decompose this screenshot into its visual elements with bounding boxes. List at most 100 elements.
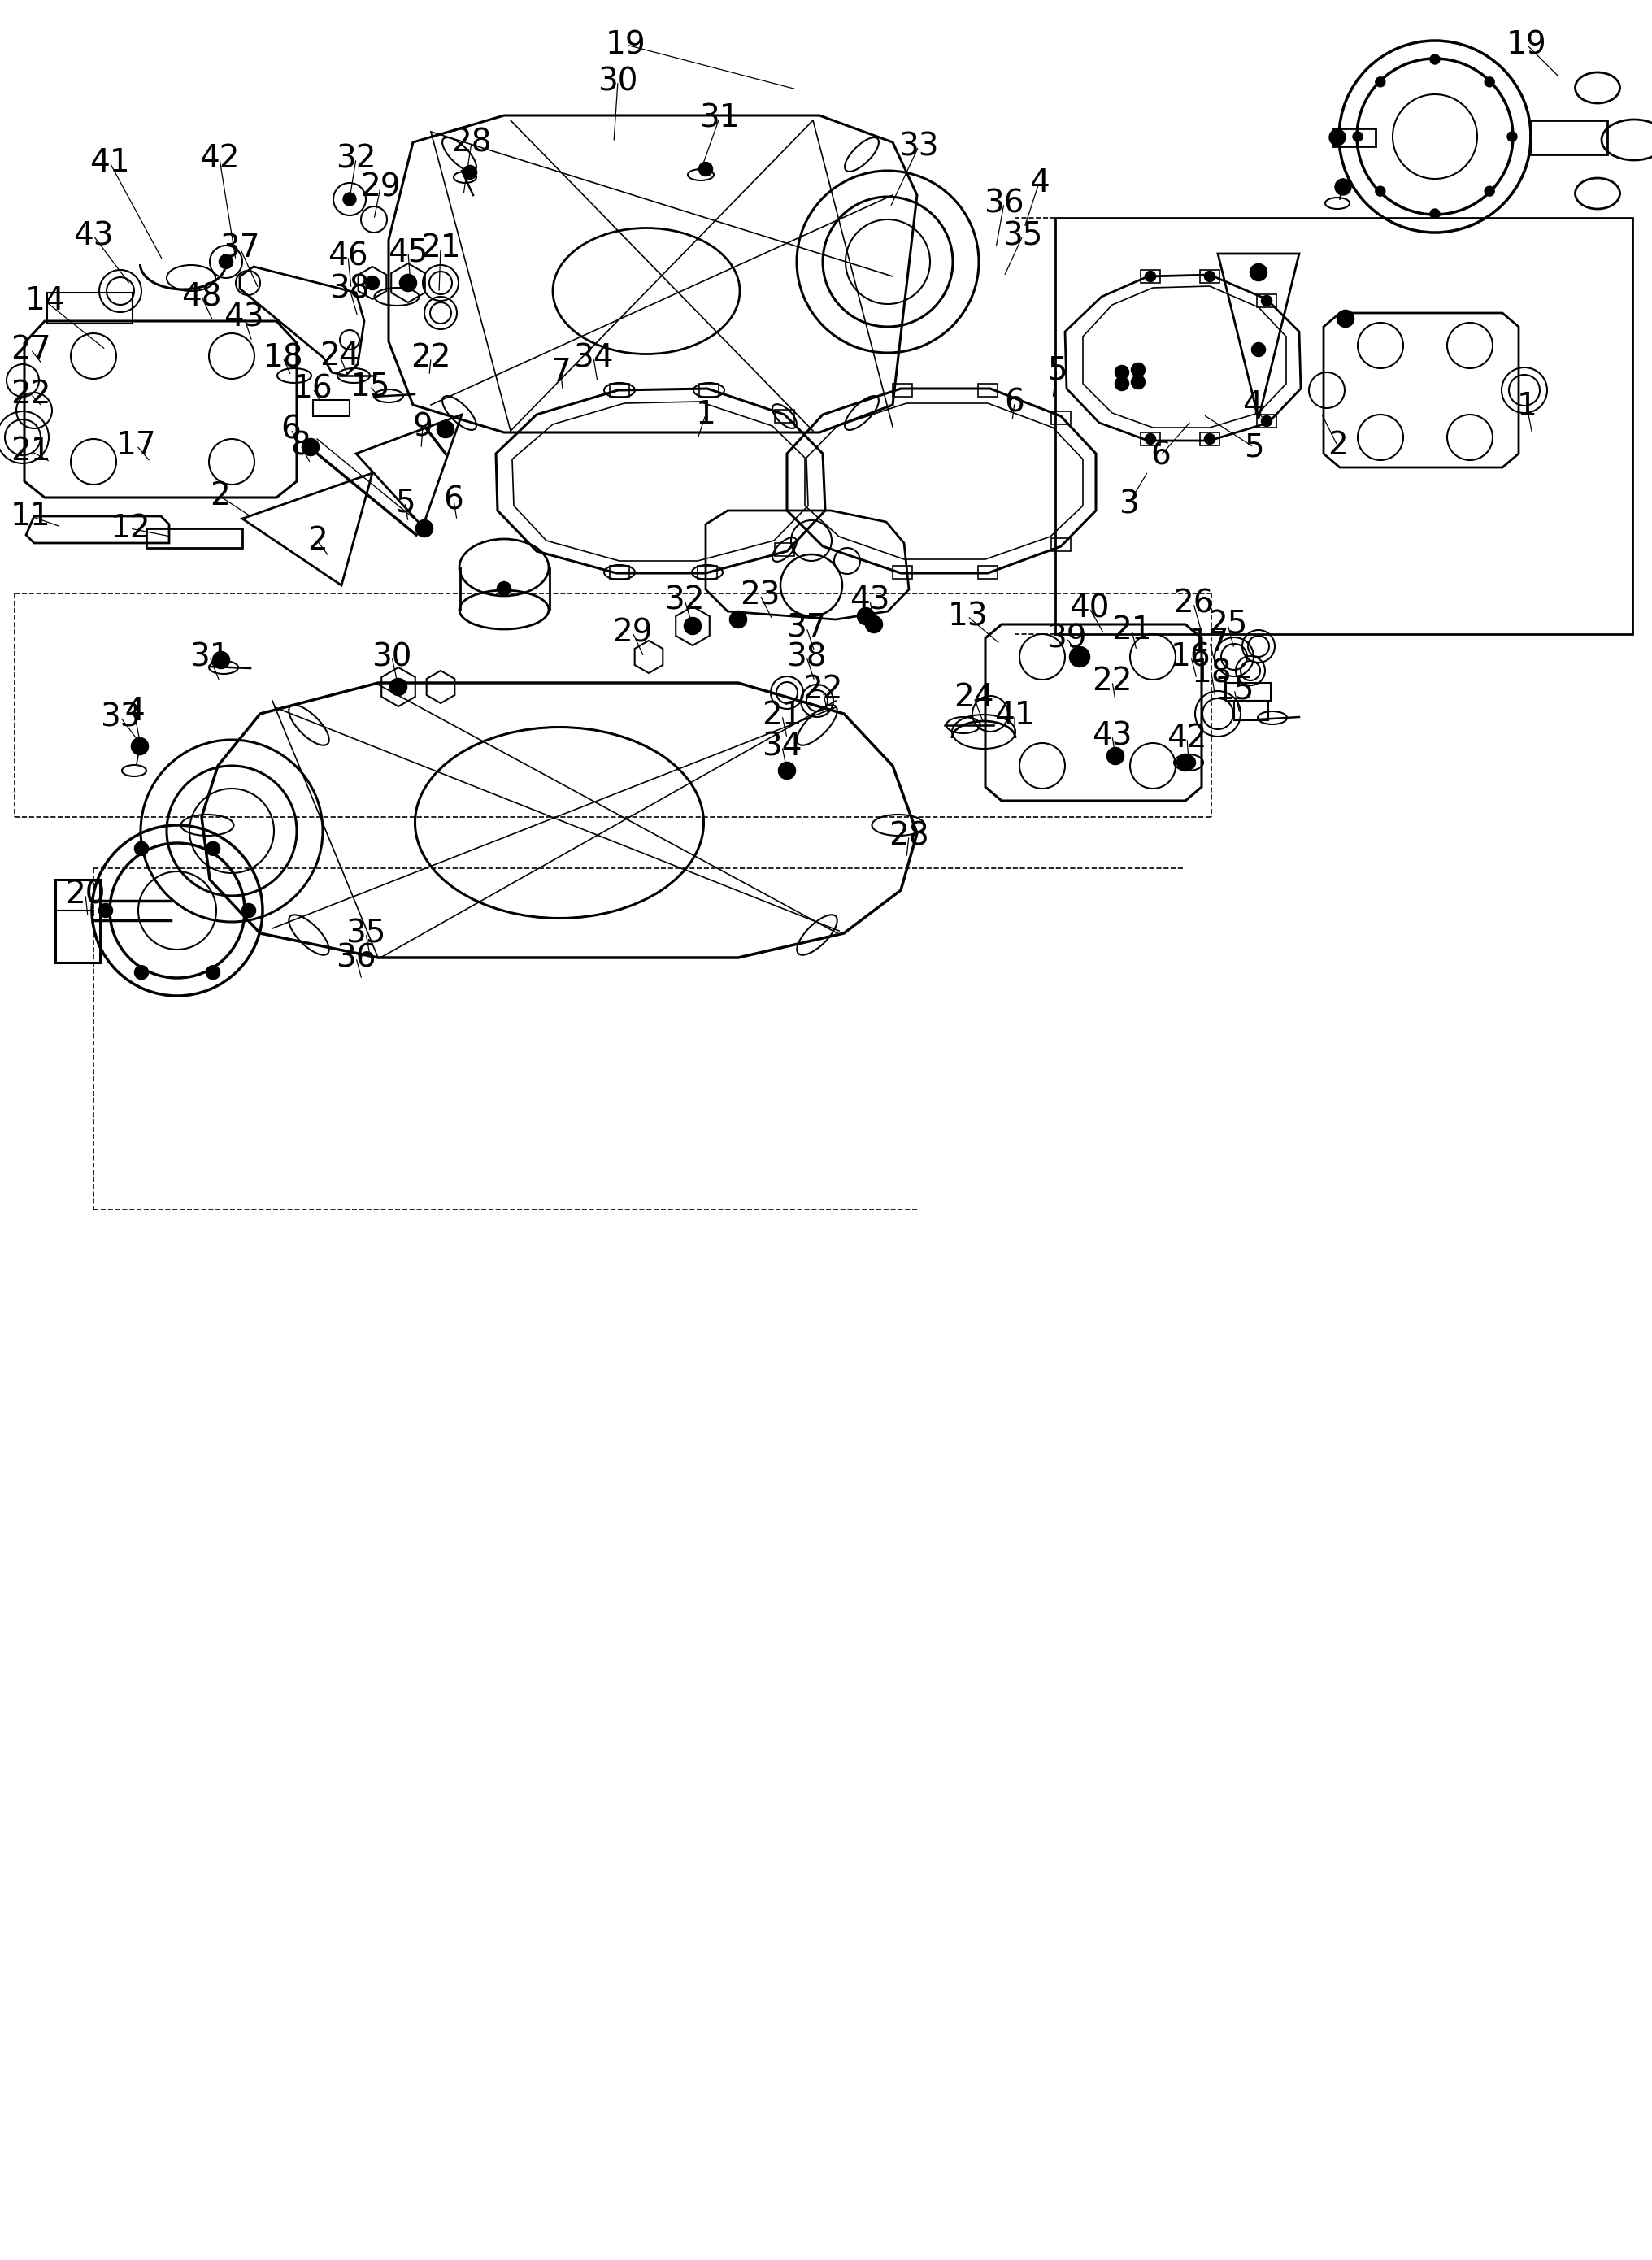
- Circle shape: [1338, 310, 1353, 328]
- Text: 31: 31: [699, 102, 740, 133]
- Circle shape: [344, 192, 357, 206]
- Bar: [1199, 269, 1219, 282]
- Text: 38: 38: [786, 642, 826, 671]
- Circle shape: [699, 163, 712, 176]
- Circle shape: [730, 612, 747, 628]
- Circle shape: [390, 678, 406, 696]
- Circle shape: [365, 276, 378, 289]
- Text: 30: 30: [372, 642, 411, 671]
- Bar: [610, 384, 629, 398]
- Text: 21: 21: [762, 701, 803, 730]
- Bar: [892, 384, 912, 398]
- Text: 29: 29: [360, 172, 401, 203]
- Circle shape: [302, 438, 319, 454]
- Circle shape: [1376, 185, 1384, 197]
- Bar: [978, 565, 998, 579]
- Circle shape: [1204, 434, 1214, 443]
- Bar: [1530, 120, 1607, 154]
- Text: 5: 5: [1244, 432, 1264, 463]
- Text: 31: 31: [190, 642, 230, 671]
- Text: 18: 18: [1191, 658, 1231, 689]
- Text: 21: 21: [10, 436, 51, 466]
- Circle shape: [132, 739, 149, 755]
- Bar: [1056, 217, 1632, 635]
- Text: 43: 43: [849, 585, 890, 615]
- Bar: [1333, 129, 1376, 147]
- Text: 27: 27: [10, 334, 51, 366]
- Circle shape: [135, 965, 149, 979]
- Text: 37: 37: [786, 612, 826, 644]
- Circle shape: [1132, 364, 1145, 377]
- Circle shape: [1353, 131, 1363, 142]
- Circle shape: [99, 904, 112, 918]
- Text: 14: 14: [25, 285, 64, 316]
- Text: 42: 42: [200, 142, 240, 174]
- Text: 5: 5: [395, 486, 415, 518]
- Text: 11: 11: [10, 502, 51, 531]
- Text: 1: 1: [695, 400, 715, 429]
- Circle shape: [1262, 296, 1272, 305]
- Text: 8: 8: [291, 429, 311, 461]
- Text: 28: 28: [451, 127, 492, 158]
- Circle shape: [220, 255, 233, 269]
- Text: 34: 34: [573, 341, 613, 373]
- Bar: [1257, 294, 1277, 307]
- Circle shape: [400, 276, 416, 292]
- Bar: [978, 384, 998, 398]
- Text: 15: 15: [1214, 673, 1254, 705]
- Circle shape: [1262, 416, 1272, 425]
- Circle shape: [1485, 77, 1495, 86]
- Text: 18: 18: [263, 341, 302, 373]
- Text: 37: 37: [220, 233, 259, 264]
- Text: 5: 5: [1047, 355, 1067, 386]
- Text: 35: 35: [345, 918, 387, 949]
- Circle shape: [857, 608, 874, 624]
- Circle shape: [1070, 646, 1089, 667]
- Text: 6: 6: [443, 484, 464, 515]
- Text: 2: 2: [210, 481, 230, 511]
- Circle shape: [1330, 129, 1345, 145]
- Circle shape: [866, 617, 882, 633]
- Bar: [775, 409, 795, 423]
- Text: 41: 41: [89, 147, 131, 179]
- Circle shape: [1204, 271, 1214, 280]
- Text: 42: 42: [1166, 723, 1208, 753]
- Bar: [1051, 538, 1070, 551]
- Bar: [610, 565, 629, 579]
- Text: 22: 22: [12, 380, 51, 409]
- Text: 9: 9: [413, 411, 433, 443]
- Text: 30: 30: [598, 66, 638, 97]
- Text: 20: 20: [64, 879, 106, 911]
- Bar: [1234, 701, 1269, 721]
- Circle shape: [1335, 179, 1351, 194]
- Bar: [55, 879, 101, 963]
- Circle shape: [1431, 54, 1441, 63]
- Bar: [892, 565, 912, 579]
- Text: 26: 26: [1173, 588, 1214, 619]
- Text: 34: 34: [762, 730, 803, 762]
- Text: 3: 3: [1118, 488, 1138, 520]
- Text: 17: 17: [116, 429, 157, 461]
- Circle shape: [1145, 434, 1155, 443]
- Circle shape: [243, 904, 256, 918]
- Text: 12: 12: [111, 513, 150, 545]
- Text: 28: 28: [889, 820, 928, 852]
- Text: 7: 7: [550, 357, 572, 389]
- Text: 13: 13: [947, 601, 988, 631]
- Text: 35: 35: [1003, 219, 1042, 251]
- Text: 45: 45: [388, 237, 428, 267]
- Text: 24: 24: [320, 341, 360, 371]
- Text: 19: 19: [1507, 29, 1546, 61]
- Circle shape: [1431, 208, 1441, 219]
- Circle shape: [1251, 264, 1267, 280]
- Circle shape: [1507, 131, 1517, 142]
- Bar: [697, 565, 717, 579]
- Text: 2: 2: [1327, 429, 1348, 461]
- Circle shape: [206, 965, 220, 979]
- Bar: [1226, 683, 1270, 701]
- Text: 21: 21: [1112, 615, 1151, 646]
- Bar: [1140, 269, 1160, 282]
- Text: 4: 4: [1029, 167, 1049, 199]
- Circle shape: [1115, 366, 1128, 380]
- Text: 4: 4: [124, 696, 144, 728]
